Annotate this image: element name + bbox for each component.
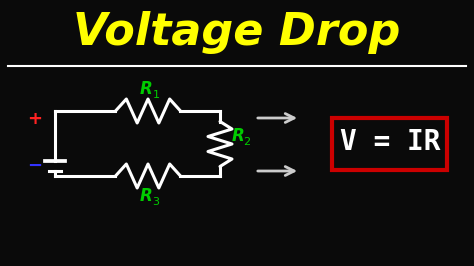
Text: 3: 3 bbox=[153, 197, 159, 207]
Text: R: R bbox=[140, 187, 152, 205]
Text: +: + bbox=[27, 110, 43, 128]
Text: R: R bbox=[140, 80, 152, 98]
Text: 1: 1 bbox=[153, 90, 159, 100]
Text: Voltage Drop: Voltage Drop bbox=[73, 11, 401, 55]
Text: 2: 2 bbox=[244, 137, 251, 147]
Text: R: R bbox=[232, 127, 245, 145]
Text: −: − bbox=[27, 157, 43, 175]
Text: V = IR: V = IR bbox=[340, 128, 440, 156]
FancyBboxPatch shape bbox=[332, 118, 447, 170]
